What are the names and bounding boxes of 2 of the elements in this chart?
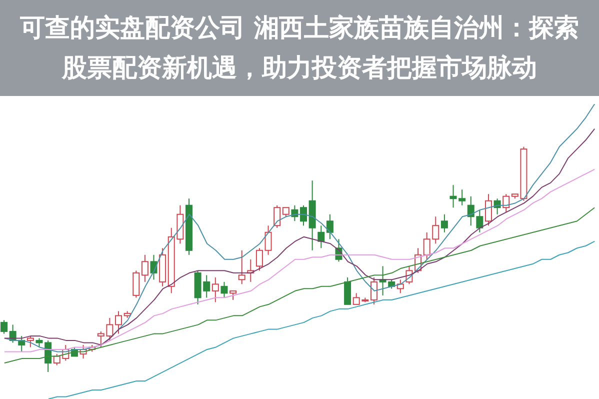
candlestick	[308, 180, 316, 251]
chart-title: 可查的实盘配资公司 湘西土家族苗族自治州：探索股票配资新机遇，助力投资者把握市场脉动	[19, 12, 580, 84]
